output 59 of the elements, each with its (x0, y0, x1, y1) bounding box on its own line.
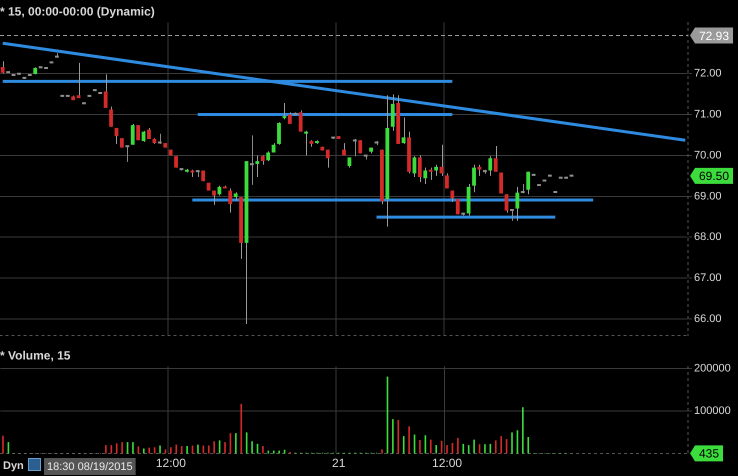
candlestick (342, 142, 346, 156)
candlestick (282, 102, 286, 120)
y-tick-label: 67.00 (694, 272, 722, 284)
candlestick (510, 209, 514, 222)
candlestick (450, 190, 454, 203)
candlestick (434, 164, 438, 176)
candlestick (412, 156, 416, 178)
candlestick (456, 198, 460, 215)
text: 69.50 (699, 169, 730, 184)
candlestick (440, 144, 444, 176)
candlestick (494, 145, 498, 172)
ref-line-label: 72.93 (699, 28, 730, 43)
candlestick (358, 140, 362, 154)
candlestick (352, 138, 357, 157)
text: 435 (699, 446, 720, 461)
chart-title: * Volume, 15 (0, 348, 71, 363)
candlestick (472, 164, 476, 193)
candlestick (266, 150, 270, 162)
x-tick-label: 12:00 (432, 456, 462, 470)
candlestick (423, 167, 428, 185)
candlestick (445, 172, 449, 190)
candlestick (520, 184, 525, 194)
candlestick (428, 167, 433, 180)
candlestick (499, 172, 503, 194)
candlestick (250, 134, 254, 186)
text: Dyn (3, 460, 24, 472)
candlestick (109, 106, 113, 128)
candlestick (260, 154, 265, 166)
y-tick-label: 72.00 (694, 68, 722, 80)
y-tick-label: 66.00 (694, 313, 722, 326)
candlestick (390, 94, 395, 132)
candlestick (288, 112, 292, 124)
candlestick (114, 127, 118, 144)
candlestick (142, 130, 146, 142)
y-tick-label: 71.00 (694, 108, 722, 120)
candlestick (488, 156, 492, 176)
candlestick (136, 124, 140, 141)
candlestick (304, 130, 308, 156)
candlestick (326, 149, 330, 168)
candlestick (125, 145, 130, 162)
chart-title: * 15, 00:00-00:00 (Dynamic) (0, 4, 155, 19)
candlestick (228, 188, 232, 214)
y-tick-label: 100000 (694, 405, 731, 418)
candlestick (212, 190, 216, 206)
candlestick (218, 185, 222, 196)
y-tick-label: 69.00 (694, 190, 722, 202)
candlestick (277, 122, 281, 146)
candlestick (158, 133, 162, 144)
y-tick-label: 200000 (694, 362, 731, 375)
candlestick (130, 123, 135, 146)
candlestick (402, 116, 406, 144)
x-tick-label: 12:00 (156, 456, 186, 470)
candlestick (478, 164, 482, 176)
x-tick-label: 21 (332, 456, 346, 470)
candlestick (298, 110, 303, 132)
y-tick-label: 68.00 (694, 231, 722, 244)
text: 18:30 08/19/2015 (47, 461, 133, 474)
candlestick (418, 154, 422, 182)
y-tick-label: 70.00 (694, 149, 722, 162)
